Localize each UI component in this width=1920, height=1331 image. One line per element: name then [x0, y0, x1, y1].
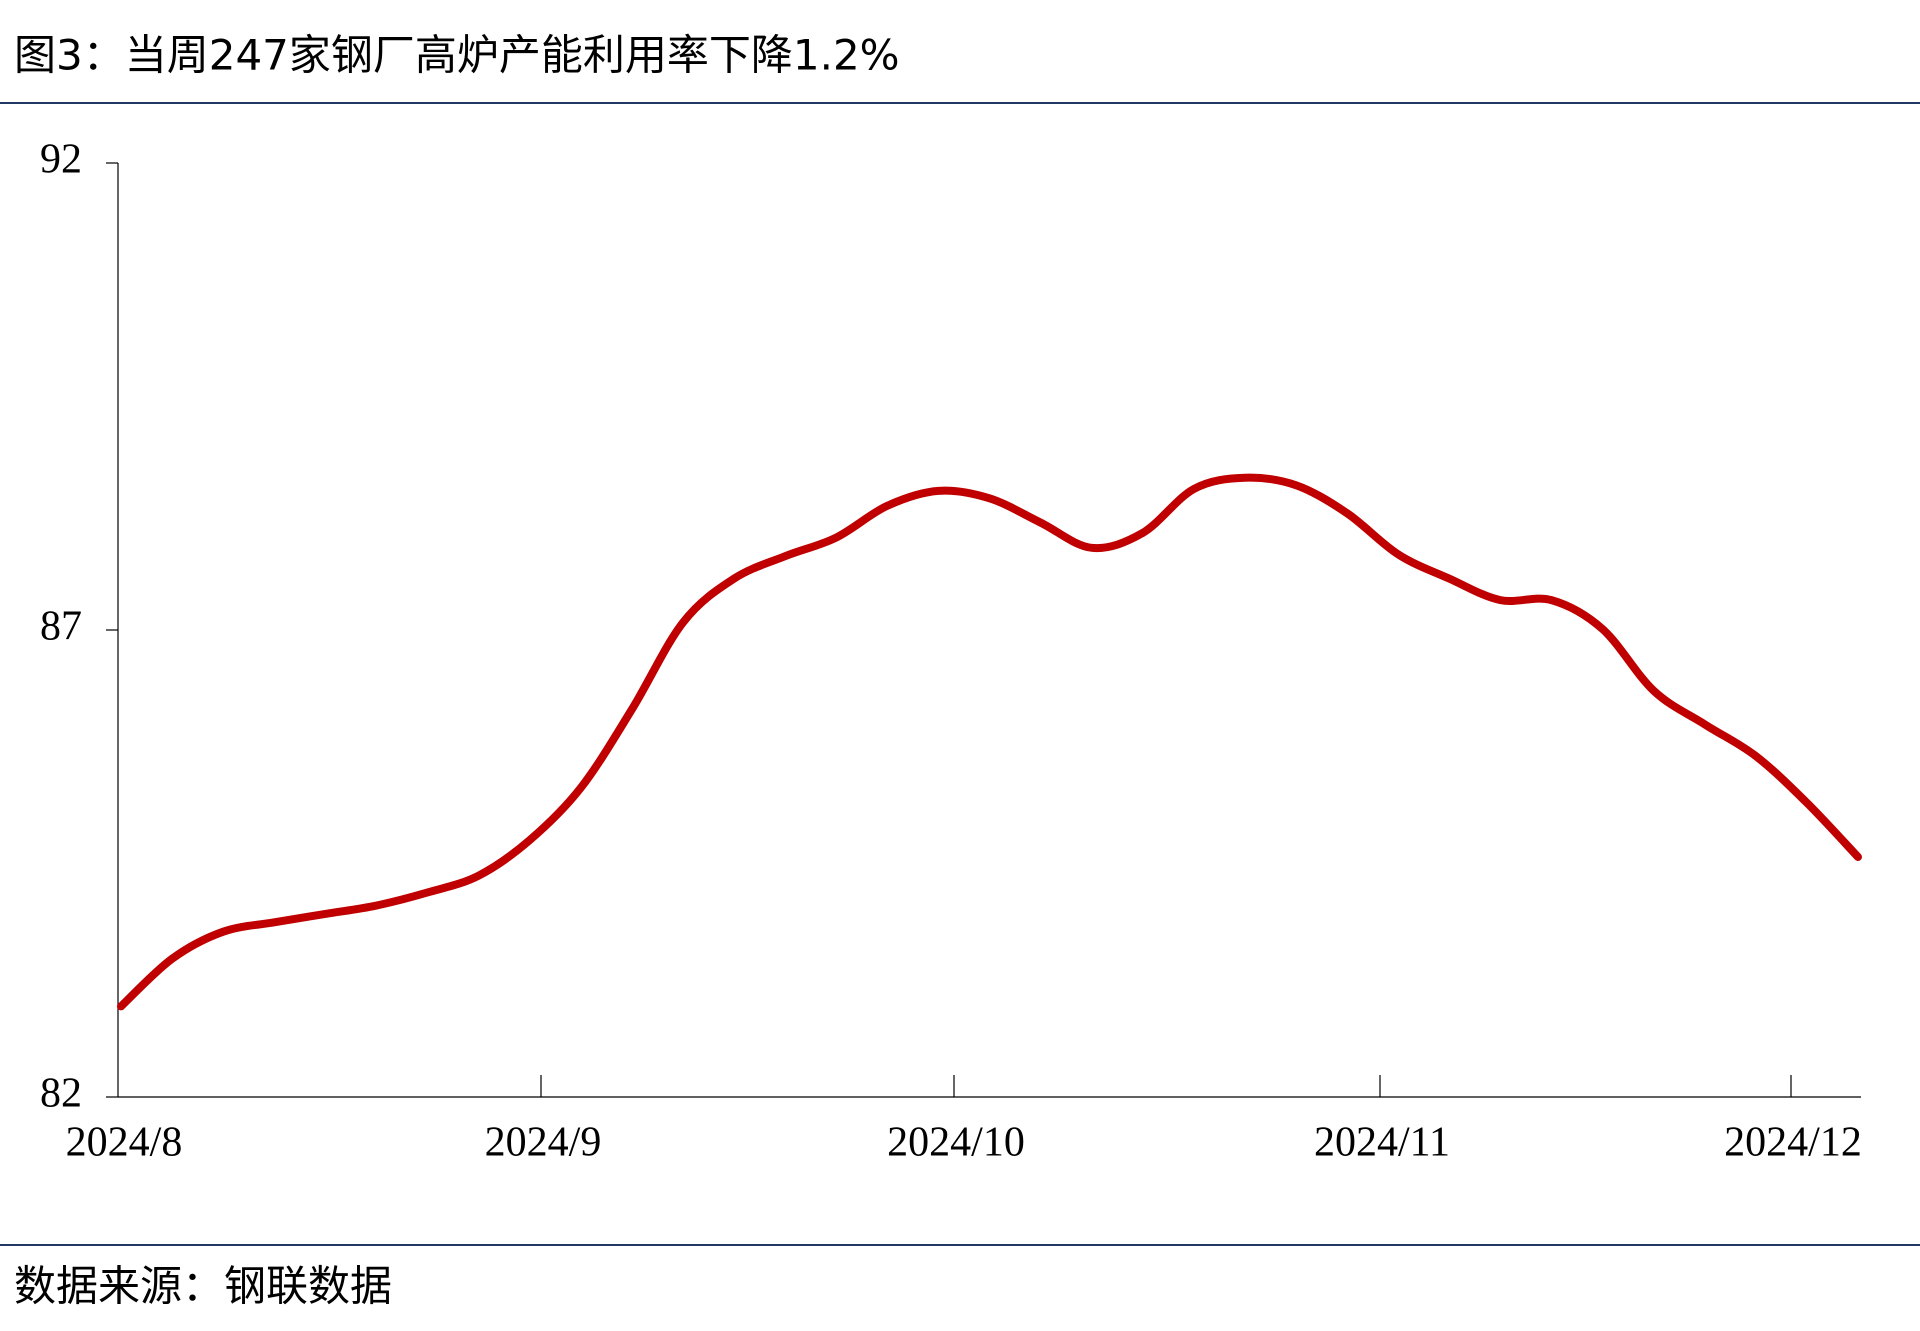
- x-tick-label: 2024/12: [1724, 1120, 1862, 1166]
- source: 数据来源：钢联数据: [14, 1262, 392, 1311]
- y-tick-label: 82: [40, 1071, 82, 1117]
- x-tick-label: 2024/9: [485, 1120, 602, 1166]
- x-tick-label: 2024/11: [1314, 1120, 1450, 1166]
- y-tick-label: 92: [40, 137, 82, 183]
- y-tick-label: 87: [40, 604, 82, 650]
- chart-title: 图3：当周247家钢厂高炉产能利用率下降1.2%: [14, 31, 900, 80]
- x-tick-label: 2024/8: [66, 1120, 183, 1166]
- x-tick-label: 2024/10: [887, 1120, 1025, 1166]
- line: [117, 473, 1862, 1011]
